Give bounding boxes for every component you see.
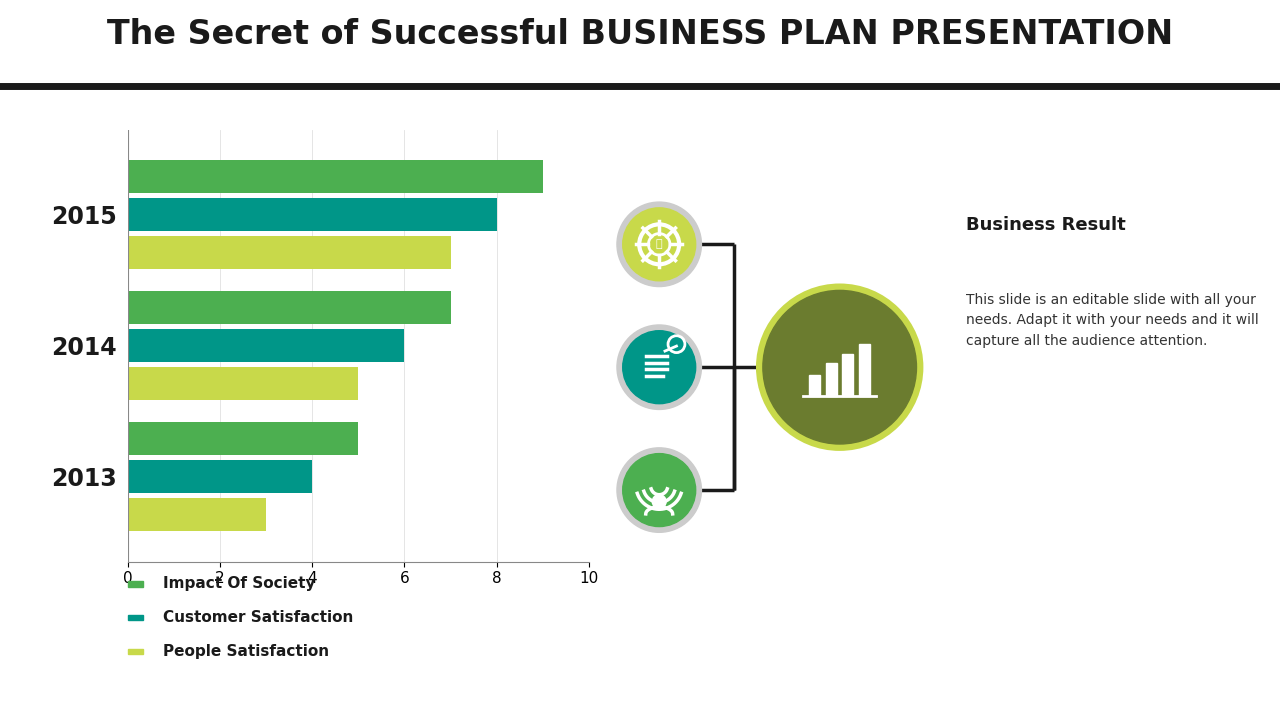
Bar [128,236,451,269]
Text: People Satisfaction: People Satisfaction [163,644,329,659]
Bar [128,649,143,654]
Text: 👍: 👍 [655,239,663,249]
Bar [128,422,358,455]
Circle shape [617,448,701,532]
Bar [826,364,837,396]
Bar [128,161,543,193]
Bar [859,344,869,396]
Circle shape [653,495,666,508]
Bar [128,460,312,493]
Circle shape [617,325,701,410]
Text: The Secret of Successful BUSINESS PLAN PRESENTATION: The Secret of Successful BUSINESS PLAN P… [106,18,1174,50]
Bar [128,615,143,621]
Text: Customer Satisfaction: Customer Satisfaction [163,610,353,625]
Bar [809,375,820,396]
Text: This slide is an editable slide with all your
needs. Adapt it with your needs an: This slide is an editable slide with all… [966,292,1260,348]
Text: Business Result: Business Result [966,216,1126,234]
Bar [128,498,266,531]
Circle shape [763,290,916,444]
Bar [128,329,404,362]
Bar [128,292,451,324]
Bar [128,581,143,587]
Text: Impact Of Society: Impact Of Society [163,577,315,591]
Bar [128,367,358,400]
Circle shape [623,330,696,404]
Circle shape [617,202,701,287]
Circle shape [623,454,696,526]
Circle shape [623,208,696,281]
Circle shape [756,284,923,451]
Bar [128,198,497,231]
Bar [842,354,854,396]
